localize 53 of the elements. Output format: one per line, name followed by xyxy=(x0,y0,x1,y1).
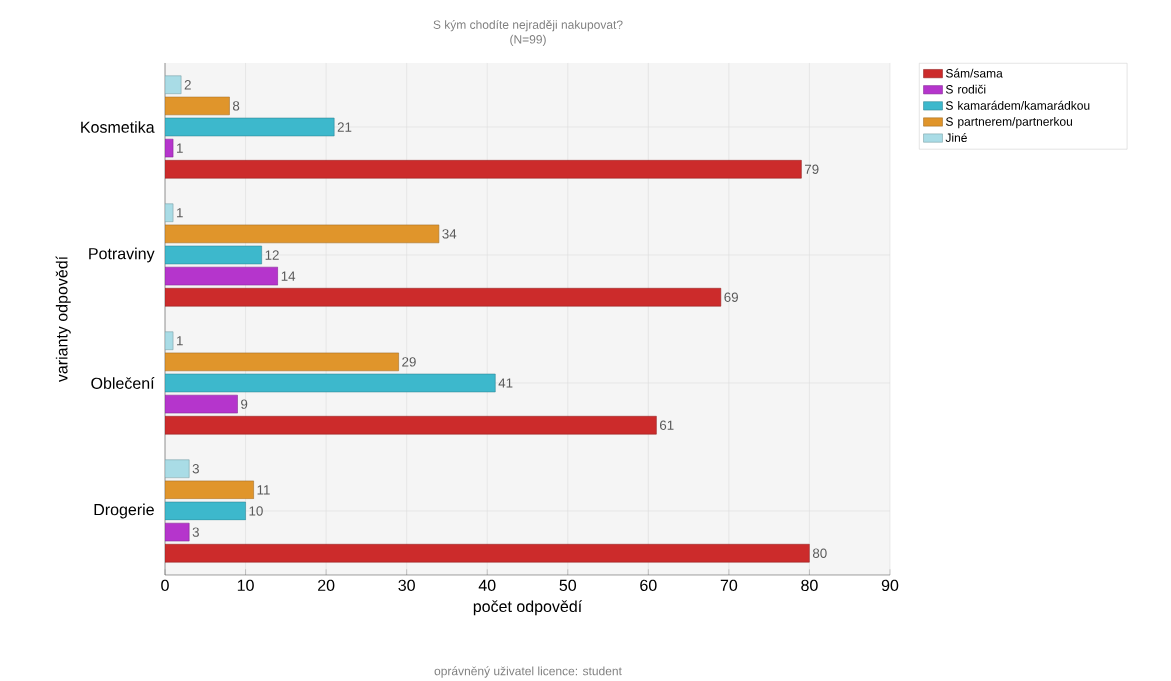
data-label: 8 xyxy=(232,101,240,111)
data-label: 3 xyxy=(192,464,199,474)
legend-label: Sám/sama xyxy=(945,68,1003,78)
x-tick-label: 40 xyxy=(478,579,496,592)
x-tick-label: 30 xyxy=(398,579,415,592)
x-tick-label: 50 xyxy=(559,579,577,592)
x-tick-label: 90 xyxy=(881,579,899,592)
y-tick-label: Drogerie xyxy=(94,503,154,519)
data-label: 2 xyxy=(184,80,191,90)
legend-label: Jiné xyxy=(945,133,967,142)
y-tick-label: Potraviny xyxy=(89,247,155,263)
bar xyxy=(165,160,802,179)
data-label: 69 xyxy=(724,292,738,302)
x-tick-label: 70 xyxy=(720,579,738,592)
x-tick-label: 60 xyxy=(640,579,657,592)
bar xyxy=(165,544,810,563)
x-axis-title: počet odpovědí xyxy=(473,600,583,616)
legend-label: S partnerem/partnerkou xyxy=(945,117,1072,129)
data-label: 11 xyxy=(257,485,270,495)
x-tick-label: 20 xyxy=(318,579,335,592)
chart-title: S kým chodíte nejraději nakupovat? xyxy=(433,19,623,32)
y-tick-label: Kosmetika xyxy=(81,121,155,133)
data-label: 3 xyxy=(192,527,199,537)
bar xyxy=(165,394,238,414)
data-label: 80 xyxy=(812,548,827,558)
bar xyxy=(165,288,722,307)
legend-label: S rodiči xyxy=(945,84,986,94)
data-label: 79 xyxy=(805,164,819,174)
data-label: 1 xyxy=(177,336,183,346)
y-axis-title: varianty odpovědí xyxy=(55,255,71,383)
x-tick-label: 0 xyxy=(161,579,169,592)
x-tick-label: 10 xyxy=(237,579,254,592)
data-label: 29 xyxy=(402,357,416,367)
data-label: 61 xyxy=(659,420,674,430)
bar xyxy=(165,266,279,286)
bar xyxy=(165,416,657,435)
text: oprávněný uživatel licence: student xyxy=(434,666,622,678)
data-label: 9 xyxy=(241,399,248,409)
chart-subtitle: (N=99) xyxy=(510,34,546,46)
x-tick-label: 80 xyxy=(801,579,818,592)
data-label: 12 xyxy=(265,250,279,260)
data-label: 14 xyxy=(281,271,296,281)
data-label: 1 xyxy=(177,143,183,153)
data-label: 1 xyxy=(177,208,183,218)
data-label: 10 xyxy=(249,506,263,516)
bar xyxy=(165,522,190,542)
data-label: 21 xyxy=(337,122,352,132)
data-label: 34 xyxy=(442,229,457,239)
bar xyxy=(165,138,174,158)
data-label: 41 xyxy=(498,378,513,388)
bar xyxy=(165,459,190,478)
y-tick-label: Oblečení xyxy=(91,377,155,389)
legend-label: S kamarádem/kamarádkou xyxy=(945,100,1090,110)
